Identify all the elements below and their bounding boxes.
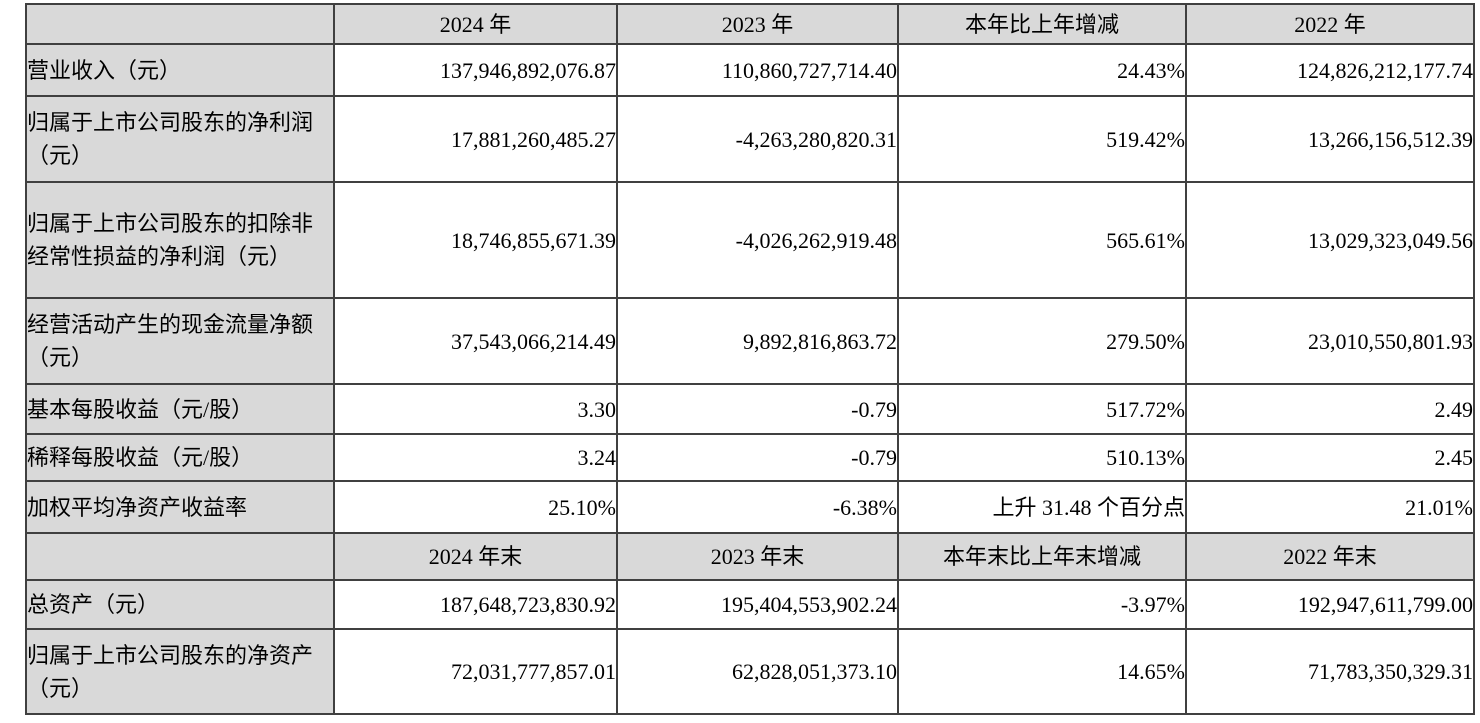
value-cell-2023: 110,860,727,714.40 bbox=[616, 43, 899, 97]
header-cell-blank bbox=[25, 3, 335, 45]
value-cell-change: 565.61% bbox=[897, 181, 1187, 299]
table-row-diluted-eps: 稀释每股收益（元/股） 3.24 -0.79 510.13% 2.45 bbox=[25, 433, 1475, 482]
value-cell-2022: 2.45 bbox=[1185, 433, 1475, 482]
value-cell-2022: 192,947,611,799.00 bbox=[1185, 579, 1475, 630]
table-row-revenue: 营业收入（元） 137,946,892,076.87 110,860,727,7… bbox=[25, 43, 1475, 97]
row-label-cell: 归属于上市公司股东的净利润（元） bbox=[25, 95, 335, 183]
table-row-operating-cash-flow: 经营活动产生的现金流量净额（元） 37,543,066,214.49 9,892… bbox=[25, 297, 1475, 385]
value-cell-2022: 2.49 bbox=[1185, 383, 1475, 435]
value-cell-2024: 17,881,260,485.27 bbox=[333, 95, 618, 183]
row-label-cell: 经营活动产生的现金流量净额（元） bbox=[25, 297, 335, 385]
table-row-net-assets: 归属于上市公司股东的净资产（元） 72,031,777,857.01 62,82… bbox=[25, 628, 1475, 715]
financial-summary-table: 2024 年 2023 年 本年比上年增减 2022 年 营业收入（元） 137… bbox=[25, 3, 1475, 715]
header-cell-year-end-change: 本年末比上年末增减 bbox=[897, 532, 1187, 581]
value-cell-2022: 21.01% bbox=[1185, 480, 1475, 534]
value-cell-change: 14.65% bbox=[897, 628, 1187, 715]
value-cell-2024: 3.30 bbox=[333, 383, 618, 435]
value-cell-2022: 124,826,212,177.74 bbox=[1185, 43, 1475, 97]
header-cell-2022: 2022 年 bbox=[1185, 3, 1475, 45]
value-cell-2023: 62,828,051,373.10 bbox=[616, 628, 899, 715]
value-cell-change: 519.42% bbox=[897, 95, 1187, 183]
header-cell-yoy-change: 本年比上年增减 bbox=[897, 3, 1187, 45]
value-cell-2024: 72,031,777,857.01 bbox=[333, 628, 618, 715]
table-row-weighted-avg-roe: 加权平均净资产收益率 25.10% -6.38% 上升 31.48 个百分点 2… bbox=[25, 480, 1475, 534]
value-cell-2022: 23,010,550,801.93 bbox=[1185, 297, 1475, 385]
row-label-cell: 总资产（元） bbox=[25, 579, 335, 630]
value-cell-change: 517.72% bbox=[897, 383, 1187, 435]
value-cell-2024: 3.24 bbox=[333, 433, 618, 482]
value-cell-2022: 13,266,156,512.39 bbox=[1185, 95, 1475, 183]
row-label-cell: 归属于上市公司股东的净资产（元） bbox=[25, 628, 335, 715]
value-cell-change: 24.43% bbox=[897, 43, 1187, 97]
header-cell-2024: 2024 年 bbox=[333, 3, 618, 45]
row-label-cell: 营业收入（元） bbox=[25, 43, 335, 97]
value-cell-2024: 187,648,723,830.92 bbox=[333, 579, 618, 630]
table-row-basic-eps: 基本每股收益（元/股） 3.30 -0.79 517.72% 2.49 bbox=[25, 383, 1475, 435]
row-label-cell: 稀释每股收益（元/股） bbox=[25, 433, 335, 482]
header-cell-2023: 2023 年 bbox=[616, 3, 899, 45]
header-cell-2022-end: 2022 年末 bbox=[1185, 532, 1475, 581]
table-row-net-profit: 归属于上市公司股东的净利润（元） 17,881,260,485.27 -4,26… bbox=[25, 95, 1475, 183]
value-cell-2024: 137,946,892,076.87 bbox=[333, 43, 618, 97]
header-cell-2024-end: 2024 年末 bbox=[333, 532, 618, 581]
value-cell-2022: 71,783,350,329.31 bbox=[1185, 628, 1475, 715]
header-row-annual: 2024 年 2023 年 本年比上年增减 2022 年 bbox=[25, 3, 1475, 45]
value-cell-change: 279.50% bbox=[897, 297, 1187, 385]
table-row-net-profit-excl-nonrecurring: 归属于上市公司股东的扣除非经常性损益的净利润（元） 18,746,855,671… bbox=[25, 181, 1475, 299]
value-cell-2023: -0.79 bbox=[616, 433, 899, 482]
value-cell-2023: -6.38% bbox=[616, 480, 899, 534]
row-label-cell: 加权平均净资产收益率 bbox=[25, 480, 335, 534]
value-cell-change: 510.13% bbox=[897, 433, 1187, 482]
value-cell-2023: 195,404,553,902.24 bbox=[616, 579, 899, 630]
value-cell-change: -3.97% bbox=[897, 579, 1187, 630]
header-row-year-end: 2024 年末 2023 年末 本年末比上年末增减 2022 年末 bbox=[25, 532, 1475, 581]
value-cell-2022: 13,029,323,049.56 bbox=[1185, 181, 1475, 299]
row-label-cell: 基本每股收益（元/股） bbox=[25, 383, 335, 435]
header-cell-2023-end: 2023 年末 bbox=[616, 532, 899, 581]
value-cell-2023: -0.79 bbox=[616, 383, 899, 435]
table-row-total-assets: 总资产（元） 187,648,723,830.92 195,404,553,90… bbox=[25, 579, 1475, 630]
value-cell-2024: 18,746,855,671.39 bbox=[333, 181, 618, 299]
value-cell-2023: -4,263,280,820.31 bbox=[616, 95, 899, 183]
header-cell-blank bbox=[25, 532, 335, 581]
value-cell-2024: 37,543,066,214.49 bbox=[333, 297, 618, 385]
value-cell-2023: 9,892,816,863.72 bbox=[616, 297, 899, 385]
value-cell-change: 上升 31.48 个百分点 bbox=[897, 480, 1187, 534]
value-cell-2023: -4,026,262,919.48 bbox=[616, 181, 899, 299]
row-label-cell: 归属于上市公司股东的扣除非经常性损益的净利润（元） bbox=[25, 181, 335, 299]
value-cell-2024: 25.10% bbox=[333, 480, 618, 534]
